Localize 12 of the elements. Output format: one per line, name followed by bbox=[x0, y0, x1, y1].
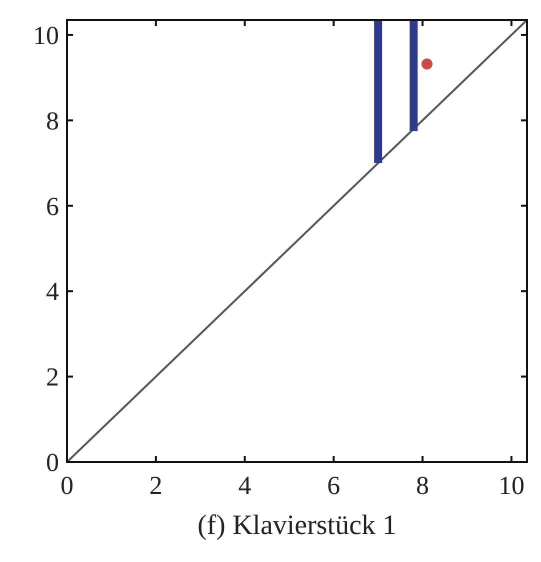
y-tick-label: 2 bbox=[46, 362, 59, 392]
y-tick-label: 4 bbox=[46, 277, 59, 306]
y-tick-label: 8 bbox=[46, 106, 59, 136]
x-tick-label: 6 bbox=[327, 471, 340, 500]
y-tick-label: 10 bbox=[33, 20, 59, 50]
x-tick-label: 2 bbox=[149, 471, 162, 500]
x-tick-label: 10 bbox=[498, 471, 524, 500]
x-tick-label: 4 bbox=[238, 471, 252, 500]
x-tick-label: 8 bbox=[416, 471, 430, 500]
text: (f) Klavierstück 1 bbox=[197, 510, 397, 541]
y-tick-label: 6 bbox=[46, 192, 59, 221]
y-tick-label: 0 bbox=[46, 448, 59, 477]
